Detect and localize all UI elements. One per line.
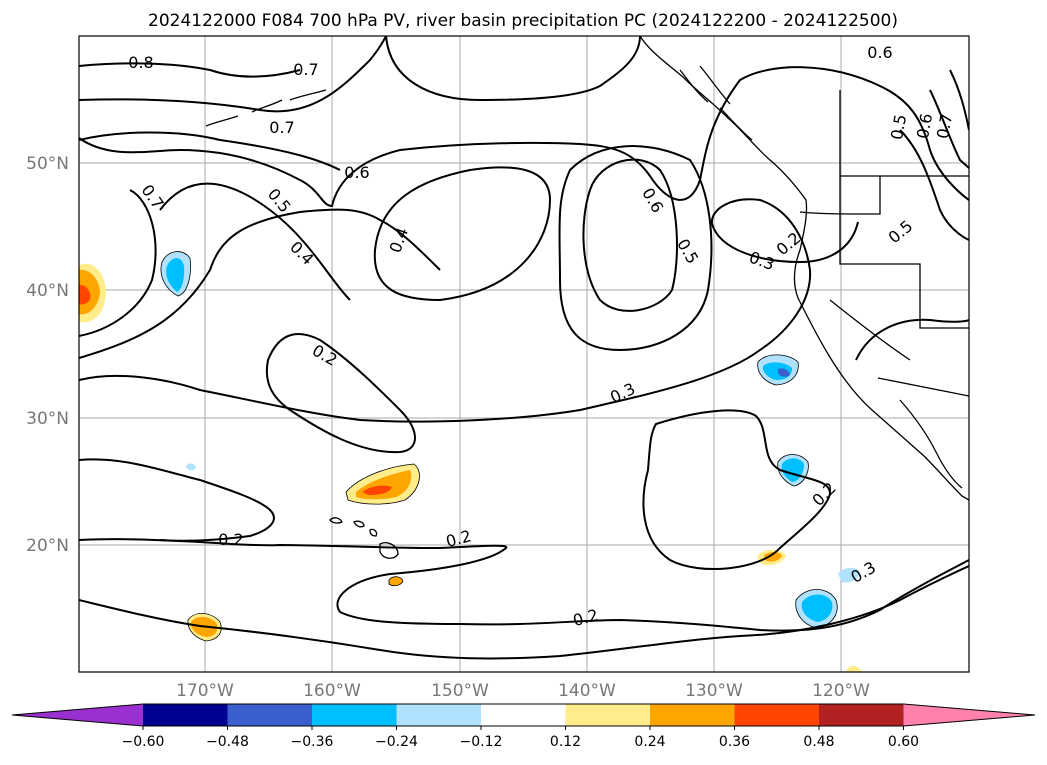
colorbar-tick-label: 0.12 xyxy=(550,734,581,750)
precip-blob-hawaii-south xyxy=(389,576,403,586)
precip-blob-hawaii-north-peak xyxy=(362,485,392,495)
colorbar-extend-right xyxy=(903,704,1035,726)
lon-label-140w: 140°W xyxy=(558,681,616,701)
colorbar-tick-label: −0.48 xyxy=(206,734,249,750)
colorbar-tick-label: 0.24 xyxy=(634,734,665,750)
figure-title: 2024122000 F084 700 hPa PV, river basin … xyxy=(148,11,898,31)
colorbar-segment xyxy=(227,704,313,726)
contour-label: 0.7 xyxy=(269,118,294,137)
precip-shading xyxy=(79,251,862,672)
state-border-5 xyxy=(877,377,969,397)
pv-contours xyxy=(79,36,969,660)
colorbar-segment xyxy=(143,704,228,726)
contour-0.2-east xyxy=(642,409,832,570)
island-hawaii-1 xyxy=(329,517,343,524)
contour-0.5 xyxy=(79,189,157,337)
precip-blob-west-edge-peak xyxy=(79,284,91,305)
contour-0.5-east xyxy=(899,129,969,241)
lat-label-30n: 30°N xyxy=(26,409,69,429)
contour-0.4 xyxy=(373,166,552,302)
contour-0.7-b xyxy=(385,36,641,102)
precip-blob-hawaii-west xyxy=(186,463,196,471)
contour-0.2-inner xyxy=(265,333,416,454)
gridlines xyxy=(79,36,969,672)
contour-label: 0.8 xyxy=(128,53,153,72)
lon-label-160w: 160°W xyxy=(303,681,361,701)
colorbar-tick-label: −0.24 xyxy=(375,734,418,750)
colorbar-extend-left xyxy=(12,704,143,726)
contour-label: 0.7 xyxy=(933,112,956,140)
colorbar-segment xyxy=(650,704,735,726)
precip-blob-125w-19n-core xyxy=(764,552,782,562)
colorbar-tick-label: 0.36 xyxy=(719,734,750,750)
coastline-north-america xyxy=(639,36,969,501)
colorbar: −0.60 −0.48 −0.36 −0.24 −0.12 0.12 0.24 0.36 0.4… xyxy=(11,703,1036,750)
contour-label: 0.6 xyxy=(344,163,369,182)
island-hawaii-4 xyxy=(379,542,399,559)
colorbar-segment xyxy=(734,704,820,726)
map-background xyxy=(79,36,969,672)
contour-0.3-outer xyxy=(79,198,859,423)
contour-label: 0.6 xyxy=(913,112,936,140)
contour-0.2-south xyxy=(79,458,275,542)
contour-0.2-sw xyxy=(79,538,969,632)
colorbar-segment xyxy=(481,704,566,726)
contour-0.8 xyxy=(79,62,301,78)
contour-0.3-east xyxy=(855,318,969,361)
lat-label-40n: 40°N xyxy=(26,281,69,301)
contour-0.7-north xyxy=(79,36,387,113)
contour-0.4-west xyxy=(159,182,351,301)
colorbar-segment xyxy=(565,704,651,726)
colorbar-segment xyxy=(396,704,482,726)
contour-label: 0.5 xyxy=(887,113,910,141)
lon-label-150w: 150°W xyxy=(431,681,489,701)
contour-label: 0.7 xyxy=(293,60,318,79)
colorbar-tick-label: 0.48 xyxy=(803,734,834,750)
state-border-3 xyxy=(799,176,881,215)
lat-label-20n: 20°N xyxy=(26,536,69,556)
colorbar-tick-label: 0.60 xyxy=(888,734,919,750)
aleutians xyxy=(205,89,327,127)
longitude-labels: 170°W 160°W 150°W 140°W 130°W 120°W xyxy=(176,681,870,701)
map-frame xyxy=(78,35,970,673)
lon-label-170w: 170°W xyxy=(176,681,234,701)
latitude-labels: 50°N 40°N 30°N 20°N xyxy=(26,154,69,556)
lat-label-50n: 50°N xyxy=(26,154,69,174)
contour-0.6-mid xyxy=(582,158,678,312)
precip-blob-172w-42n-core xyxy=(166,258,185,292)
island-hawaii-3 xyxy=(369,528,378,537)
colorbar-tick-label: −0.12 xyxy=(460,734,503,750)
state-border-2 xyxy=(839,176,969,329)
colorbar-segment xyxy=(312,704,397,726)
contour-0.3-south xyxy=(79,565,969,660)
contour-label: 0.6 xyxy=(867,43,892,62)
precip-blob-122w-15n-core xyxy=(801,594,833,622)
contour-label: 0.2 xyxy=(218,530,243,549)
state-border-4 xyxy=(829,299,911,361)
colorbar-segment xyxy=(819,704,904,726)
coastline-baja xyxy=(899,399,963,489)
contour-0.7-west xyxy=(79,131,341,171)
precip-blob-118w-17n xyxy=(838,567,860,583)
map-panel: 0.8 0.7 0.7 0.6 0.6 0.5 0.6 0.7 0.7 0.5 … xyxy=(78,35,970,673)
contour-0.5-mid xyxy=(558,145,713,352)
colorbar-tick-label: −0.60 xyxy=(122,734,165,750)
colorbar-tick-label: −0.36 xyxy=(291,734,334,750)
contour-0.6-east xyxy=(929,89,969,169)
lon-label-120w: 120°W xyxy=(812,681,870,701)
precip-blob-125w-34n-peak xyxy=(778,368,790,377)
contour-0.7-east xyxy=(949,69,969,131)
island-hawaii-2 xyxy=(353,520,365,528)
precip-blob-bottom-edge xyxy=(846,666,862,672)
lon-label-130w: 130°W xyxy=(685,681,743,701)
